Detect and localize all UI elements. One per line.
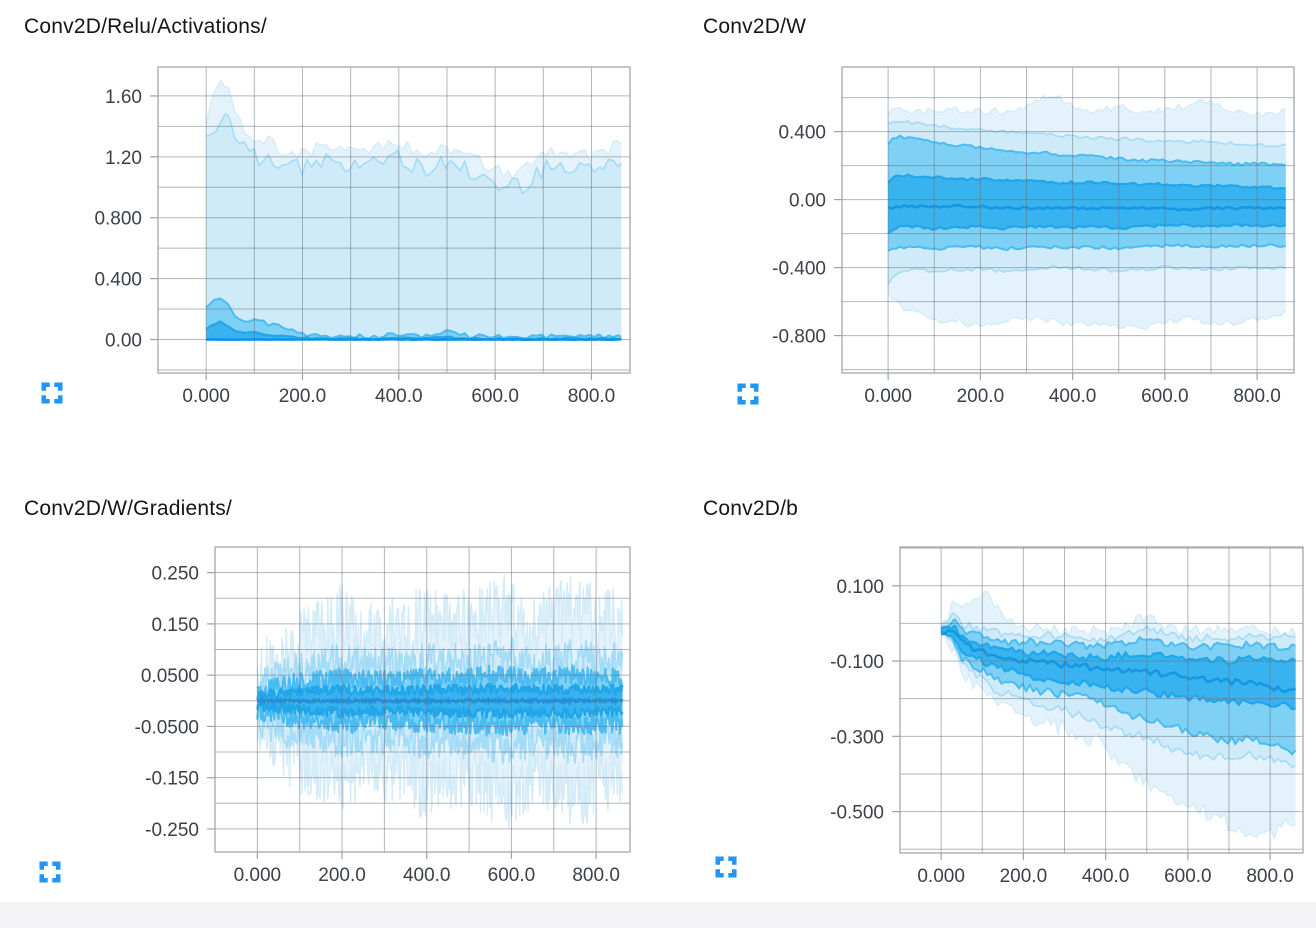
- expand-chart-button[interactable]: [38, 860, 62, 884]
- expand-chart-button[interactable]: [40, 381, 64, 405]
- distribution-plot[interactable]: 0.000 200.0 400.0 600.0 800.0 0.100 -0.100 -0.3…: [658, 464, 1316, 928]
- footer-strip: [0, 902, 1316, 928]
- gridlines: [158, 67, 630, 373]
- y-tick-label: 0.00: [105, 331, 142, 352]
- x-tick-label: 600.0: [1141, 386, 1189, 407]
- axis-labels: 0.000 200.0 400.0 600.0 800.0 0.400 0.00 -0.400…: [772, 123, 1281, 407]
- y-tick-label: 0.00: [789, 191, 826, 212]
- percentile-traces: [256, 574, 624, 829]
- percentile-bands: [206, 80, 622, 340]
- x-tick-label: 600.0: [471, 386, 519, 407]
- gridlines: [215, 547, 630, 852]
- y-tick-label: 1.20: [105, 148, 142, 169]
- y-tick-label: -0.150: [145, 769, 199, 790]
- y-tick-label: -0.250: [145, 820, 199, 841]
- expand-chart-button[interactable]: [714, 855, 738, 879]
- x-tick-label: 400.0: [375, 386, 423, 407]
- distribution-chart-card: 0.000 200.0 400.0 600.0 800.0 0.250 0.150 0.050…: [0, 464, 658, 928]
- tick-marks: [834, 131, 1258, 380]
- distribution-chart-card: 0.000 200.0 400.0 600.0 800.0 1.60 1.20 0.800 0.…: [0, 0, 658, 464]
- x-tick-label: 400.0: [1049, 386, 1097, 407]
- x-tick-label: 800.0: [1246, 866, 1294, 887]
- chart-title: Conv2D/b: [703, 497, 798, 520]
- tick-marks: [150, 95, 593, 380]
- x-tick-label: 0.000: [917, 866, 965, 887]
- median-line: [941, 629, 1297, 694]
- tick-marks: [892, 585, 1271, 860]
- y-tick-label: 0.100: [836, 577, 884, 598]
- plot-border: [157, 66, 631, 374]
- distribution-chart-svg: 0.000 200.0 400.0 600.0 800.0 1.60 1.20 0.800 0.…: [94, 66, 631, 407]
- axis-labels: 0.000 200.0 400.0 600.0 800.0 0.250 0.150 0.050…: [135, 564, 620, 886]
- y-tick-label: 0.400: [94, 270, 142, 291]
- y-tick-label: -0.100: [830, 652, 884, 673]
- distribution-plot[interactable]: 0.000 200.0 400.0 600.0 800.0 0.400 0.00 -0.400…: [658, 0, 1316, 464]
- gridlines: [900, 547, 1303, 853]
- y-tick-label: -0.300: [830, 727, 884, 748]
- x-tick-label: 600.0: [1164, 866, 1212, 887]
- fullscreen-icon: [39, 861, 61, 883]
- fullscreen-icon: [41, 382, 63, 404]
- distribution-chart-card: 0.000 200.0 400.0 600.0 800.0 0.400 0.00 -0.400…: [658, 0, 1316, 464]
- tick-marks: [207, 572, 597, 859]
- x-tick-label: 800.0: [1233, 386, 1281, 407]
- x-tick-label: 200.0: [957, 386, 1005, 407]
- distribution-chart-svg: 0.000 200.0 400.0 600.0 800.0 0.400 0.00 -0.400…: [772, 66, 1295, 407]
- distribution-plot[interactable]: 0.000 200.0 400.0 600.0 800.0 1.60 1.20 0.800 0.…: [0, 0, 658, 464]
- chart-title: Conv2D/W: [703, 15, 807, 38]
- distribution-chart-card: 0.000 200.0 400.0 600.0 800.0 0.100 -0.100 -0.3…: [658, 464, 1316, 928]
- x-tick-label: 200.0: [279, 386, 327, 407]
- plot-border: [899, 546, 1304, 854]
- percentile-traces: [887, 94, 1287, 331]
- fullscreen-icon: [737, 383, 759, 405]
- x-tick-label: 200.0: [318, 865, 366, 886]
- x-tick-label: 200.0: [1000, 866, 1048, 887]
- x-tick-label: 400.0: [403, 865, 451, 886]
- x-tick-label: 0.000: [234, 865, 282, 886]
- axis-labels: 0.000 200.0 400.0 600.0 800.0 1.60 1.20 0.800 0.…: [94, 87, 615, 407]
- median-line: [887, 204, 1286, 212]
- distribution-plot[interactable]: 0.000 200.0 400.0 600.0 800.0 0.250 0.150 0.050…: [0, 464, 658, 928]
- y-tick-label: 0.0500: [141, 666, 199, 687]
- x-tick-label: 800.0: [572, 865, 620, 886]
- x-tick-label: 0.000: [864, 386, 912, 407]
- chart-title: Conv2D/W/Gradients/: [24, 497, 233, 520]
- fullscreen-icon: [715, 856, 737, 878]
- percentile-bands: [888, 95, 1286, 331]
- y-tick-label: -0.500: [830, 803, 884, 824]
- y-tick-label: 0.800: [94, 209, 142, 230]
- y-tick-label: 0.150: [151, 615, 199, 636]
- chart-title: Conv2D/Relu/Activations/: [24, 15, 267, 38]
- x-tick-label: 400.0: [1082, 866, 1130, 887]
- y-tick-label: -0.800: [772, 327, 826, 348]
- gridlines: [842, 67, 1294, 373]
- x-tick-label: 600.0: [488, 865, 536, 886]
- plot-border: [214, 546, 631, 853]
- y-tick-label: 0.400: [778, 123, 826, 144]
- y-tick-label: -0.0500: [135, 717, 199, 738]
- x-tick-label: 0.000: [182, 386, 230, 407]
- distribution-chart-svg: 0.000 200.0 400.0 600.0 800.0 0.100 -0.100 -0.3…: [830, 546, 1304, 887]
- percentile-traces: [940, 590, 1297, 840]
- expand-chart-button[interactable]: [736, 382, 760, 406]
- y-tick-label: 0.250: [151, 564, 199, 585]
- plot-border: [841, 66, 1295, 374]
- distribution-chart-svg: 0.000 200.0 400.0 600.0 800.0 0.250 0.150 0.050…: [135, 546, 631, 886]
- y-tick-label: -0.400: [772, 259, 826, 280]
- axis-labels: 0.000 200.0 400.0 600.0 800.0 0.100 -0.100 -0.3…: [830, 577, 1294, 887]
- x-tick-label: 800.0: [568, 386, 616, 407]
- y-tick-label: 1.60: [105, 87, 142, 108]
